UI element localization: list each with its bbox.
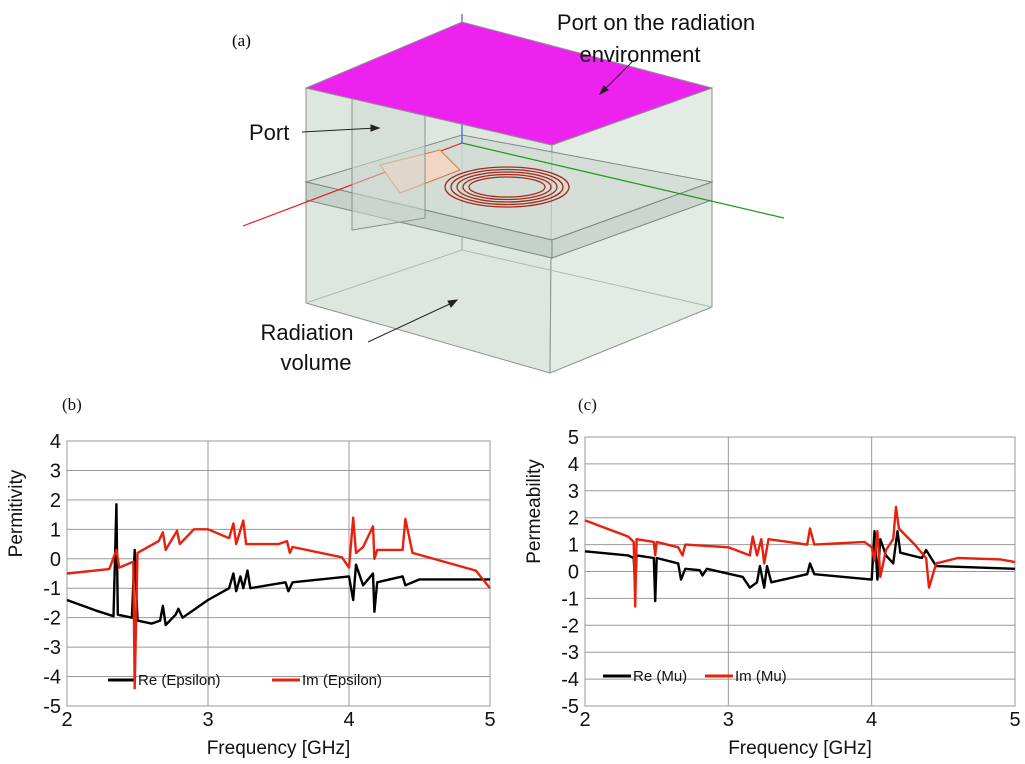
diagram: (a) Port on the radiation environment Po… [232,10,784,375]
y-tick-label: 4 [568,454,579,476]
y-tick-label: -1 [43,578,61,600]
x-tick-label: 5 [1009,709,1020,731]
x-tick-label: 2 [61,709,72,731]
y-axis-label: Permitivity [6,469,27,557]
y-tick-label: 3 [50,460,61,482]
plot-area [67,441,490,706]
x-axis-label: Frequency [GHz] [207,738,351,759]
annotation: Port [249,120,289,145]
legend-label: Re (Mu) [633,668,687,685]
y-tick-label: 4 [50,431,61,453]
legend-label: Re (Epsilon) [138,672,221,689]
y-tick-label: 1 [568,535,579,557]
panel-label: (c) [578,395,597,414]
y-tick-label: 2 [568,508,579,530]
y-tick-label: -3 [561,642,579,664]
y-tick-label: -2 [561,615,579,637]
x-tick-label: 3 [723,709,734,731]
y-tick-label: -4 [43,667,61,689]
y-tick-label: 0 [568,562,579,584]
y-tick-label: 2 [50,490,61,512]
legend-label: Im (Mu) [735,668,787,685]
y-tick-label: -2 [43,608,61,630]
y-tick-label: -5 [561,696,579,718]
y-tick-label: 1 [50,519,61,541]
figure: (a) Port on the radiation environment Po… [0,0,1025,764]
x-tick-label: 4 [343,709,354,731]
x-tick-label: 5 [484,709,495,731]
y-tick-label: 3 [568,481,579,503]
y-axis-label: Permeability [524,459,545,564]
annotation: Radiation [261,320,354,345]
x-tick-label: 4 [866,709,877,731]
x-tick-label: 2 [579,709,590,731]
annotation: Port on the radiation [557,10,755,35]
annotation: volume [281,350,352,375]
y-tick-label: -1 [561,588,579,610]
x-tick-label: 3 [202,709,213,731]
y-tick-label: 5 [568,427,579,449]
y-tick-label: -4 [561,669,579,691]
y-tick-label: -3 [43,637,61,659]
panel-label: (a) [232,31,251,50]
annotation: environment [579,42,700,67]
y-tick-label: -5 [43,696,61,718]
x-axis-label: Frequency [GHz] [728,738,872,759]
y-tick-label: 0 [50,549,61,571]
legend-label: Im (Epsilon) [302,672,382,689]
panel-label: (b) [62,395,82,414]
